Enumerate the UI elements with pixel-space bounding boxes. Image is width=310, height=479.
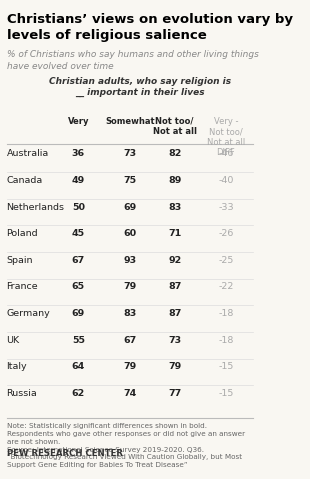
Text: 49: 49 bbox=[72, 176, 85, 185]
Text: 64: 64 bbox=[72, 362, 85, 371]
Text: Not too/
Not at all: Not too/ Not at all bbox=[153, 117, 197, 136]
Text: 74: 74 bbox=[123, 389, 136, 398]
Text: 69: 69 bbox=[123, 203, 136, 212]
Text: 89: 89 bbox=[168, 176, 181, 185]
Text: 67: 67 bbox=[72, 256, 85, 265]
Text: Very: Very bbox=[68, 117, 89, 125]
Text: 71: 71 bbox=[168, 229, 181, 238]
Text: Very -
Not too/
Not at all
DIFF: Very - Not too/ Not at all DIFF bbox=[207, 117, 245, 157]
Text: % of Christians who say humans and other living things
have evolved over time: % of Christians who say humans and other… bbox=[7, 50, 259, 70]
Text: 69: 69 bbox=[72, 309, 85, 318]
Text: -46: -46 bbox=[218, 149, 234, 159]
Text: 62: 62 bbox=[72, 389, 85, 398]
Text: PEW RESEARCH CENTER: PEW RESEARCH CENTER bbox=[7, 449, 122, 458]
Text: Netherlands: Netherlands bbox=[7, 203, 64, 212]
Text: 83: 83 bbox=[123, 309, 136, 318]
Text: 79: 79 bbox=[123, 283, 136, 291]
Text: Poland: Poland bbox=[7, 229, 38, 238]
Text: Christians’ views on evolution vary by
levels of religious salience: Christians’ views on evolution vary by l… bbox=[7, 13, 293, 42]
Text: -40: -40 bbox=[218, 176, 234, 185]
Text: France: France bbox=[7, 283, 38, 291]
Text: -22: -22 bbox=[218, 283, 234, 291]
Text: -25: -25 bbox=[218, 256, 234, 265]
Text: -15: -15 bbox=[218, 389, 234, 398]
Text: -33: -33 bbox=[218, 203, 234, 212]
Text: Canada: Canada bbox=[7, 176, 43, 185]
Text: Somewhat: Somewhat bbox=[105, 117, 154, 125]
Text: -18: -18 bbox=[218, 336, 234, 345]
Text: 45: 45 bbox=[72, 229, 85, 238]
Text: Germany: Germany bbox=[7, 309, 50, 318]
Text: 36: 36 bbox=[72, 149, 85, 159]
Text: 79: 79 bbox=[123, 362, 136, 371]
Text: 83: 83 bbox=[168, 203, 181, 212]
Text: Spain: Spain bbox=[7, 256, 33, 265]
Text: 50: 50 bbox=[72, 203, 85, 212]
Text: 93: 93 bbox=[123, 256, 136, 265]
Text: UK: UK bbox=[7, 336, 20, 345]
Text: 73: 73 bbox=[168, 336, 181, 345]
Text: Australia: Australia bbox=[7, 149, 49, 159]
Text: 77: 77 bbox=[168, 389, 181, 398]
Text: -26: -26 bbox=[218, 229, 234, 238]
Text: 67: 67 bbox=[123, 336, 136, 345]
Text: -18: -18 bbox=[218, 309, 234, 318]
Text: 60: 60 bbox=[123, 229, 136, 238]
Text: Russia: Russia bbox=[7, 389, 37, 398]
Text: -15: -15 bbox=[218, 362, 234, 371]
Text: 65: 65 bbox=[72, 283, 85, 291]
Text: Christian adults, who say religion is
__ important in their lives: Christian adults, who say religion is __… bbox=[49, 77, 231, 97]
Text: 82: 82 bbox=[168, 149, 181, 159]
Text: Italy: Italy bbox=[7, 362, 27, 371]
Text: 92: 92 bbox=[168, 256, 181, 265]
Text: 87: 87 bbox=[168, 283, 181, 291]
Text: 87: 87 bbox=[168, 309, 181, 318]
Text: 79: 79 bbox=[168, 362, 181, 371]
Text: 73: 73 bbox=[123, 149, 136, 159]
Text: Note: Statistically significant differences shown in bold.
Respondents who gave : Note: Statistically significant differen… bbox=[7, 423, 245, 468]
Text: 55: 55 bbox=[72, 336, 85, 345]
Text: 75: 75 bbox=[123, 176, 136, 185]
